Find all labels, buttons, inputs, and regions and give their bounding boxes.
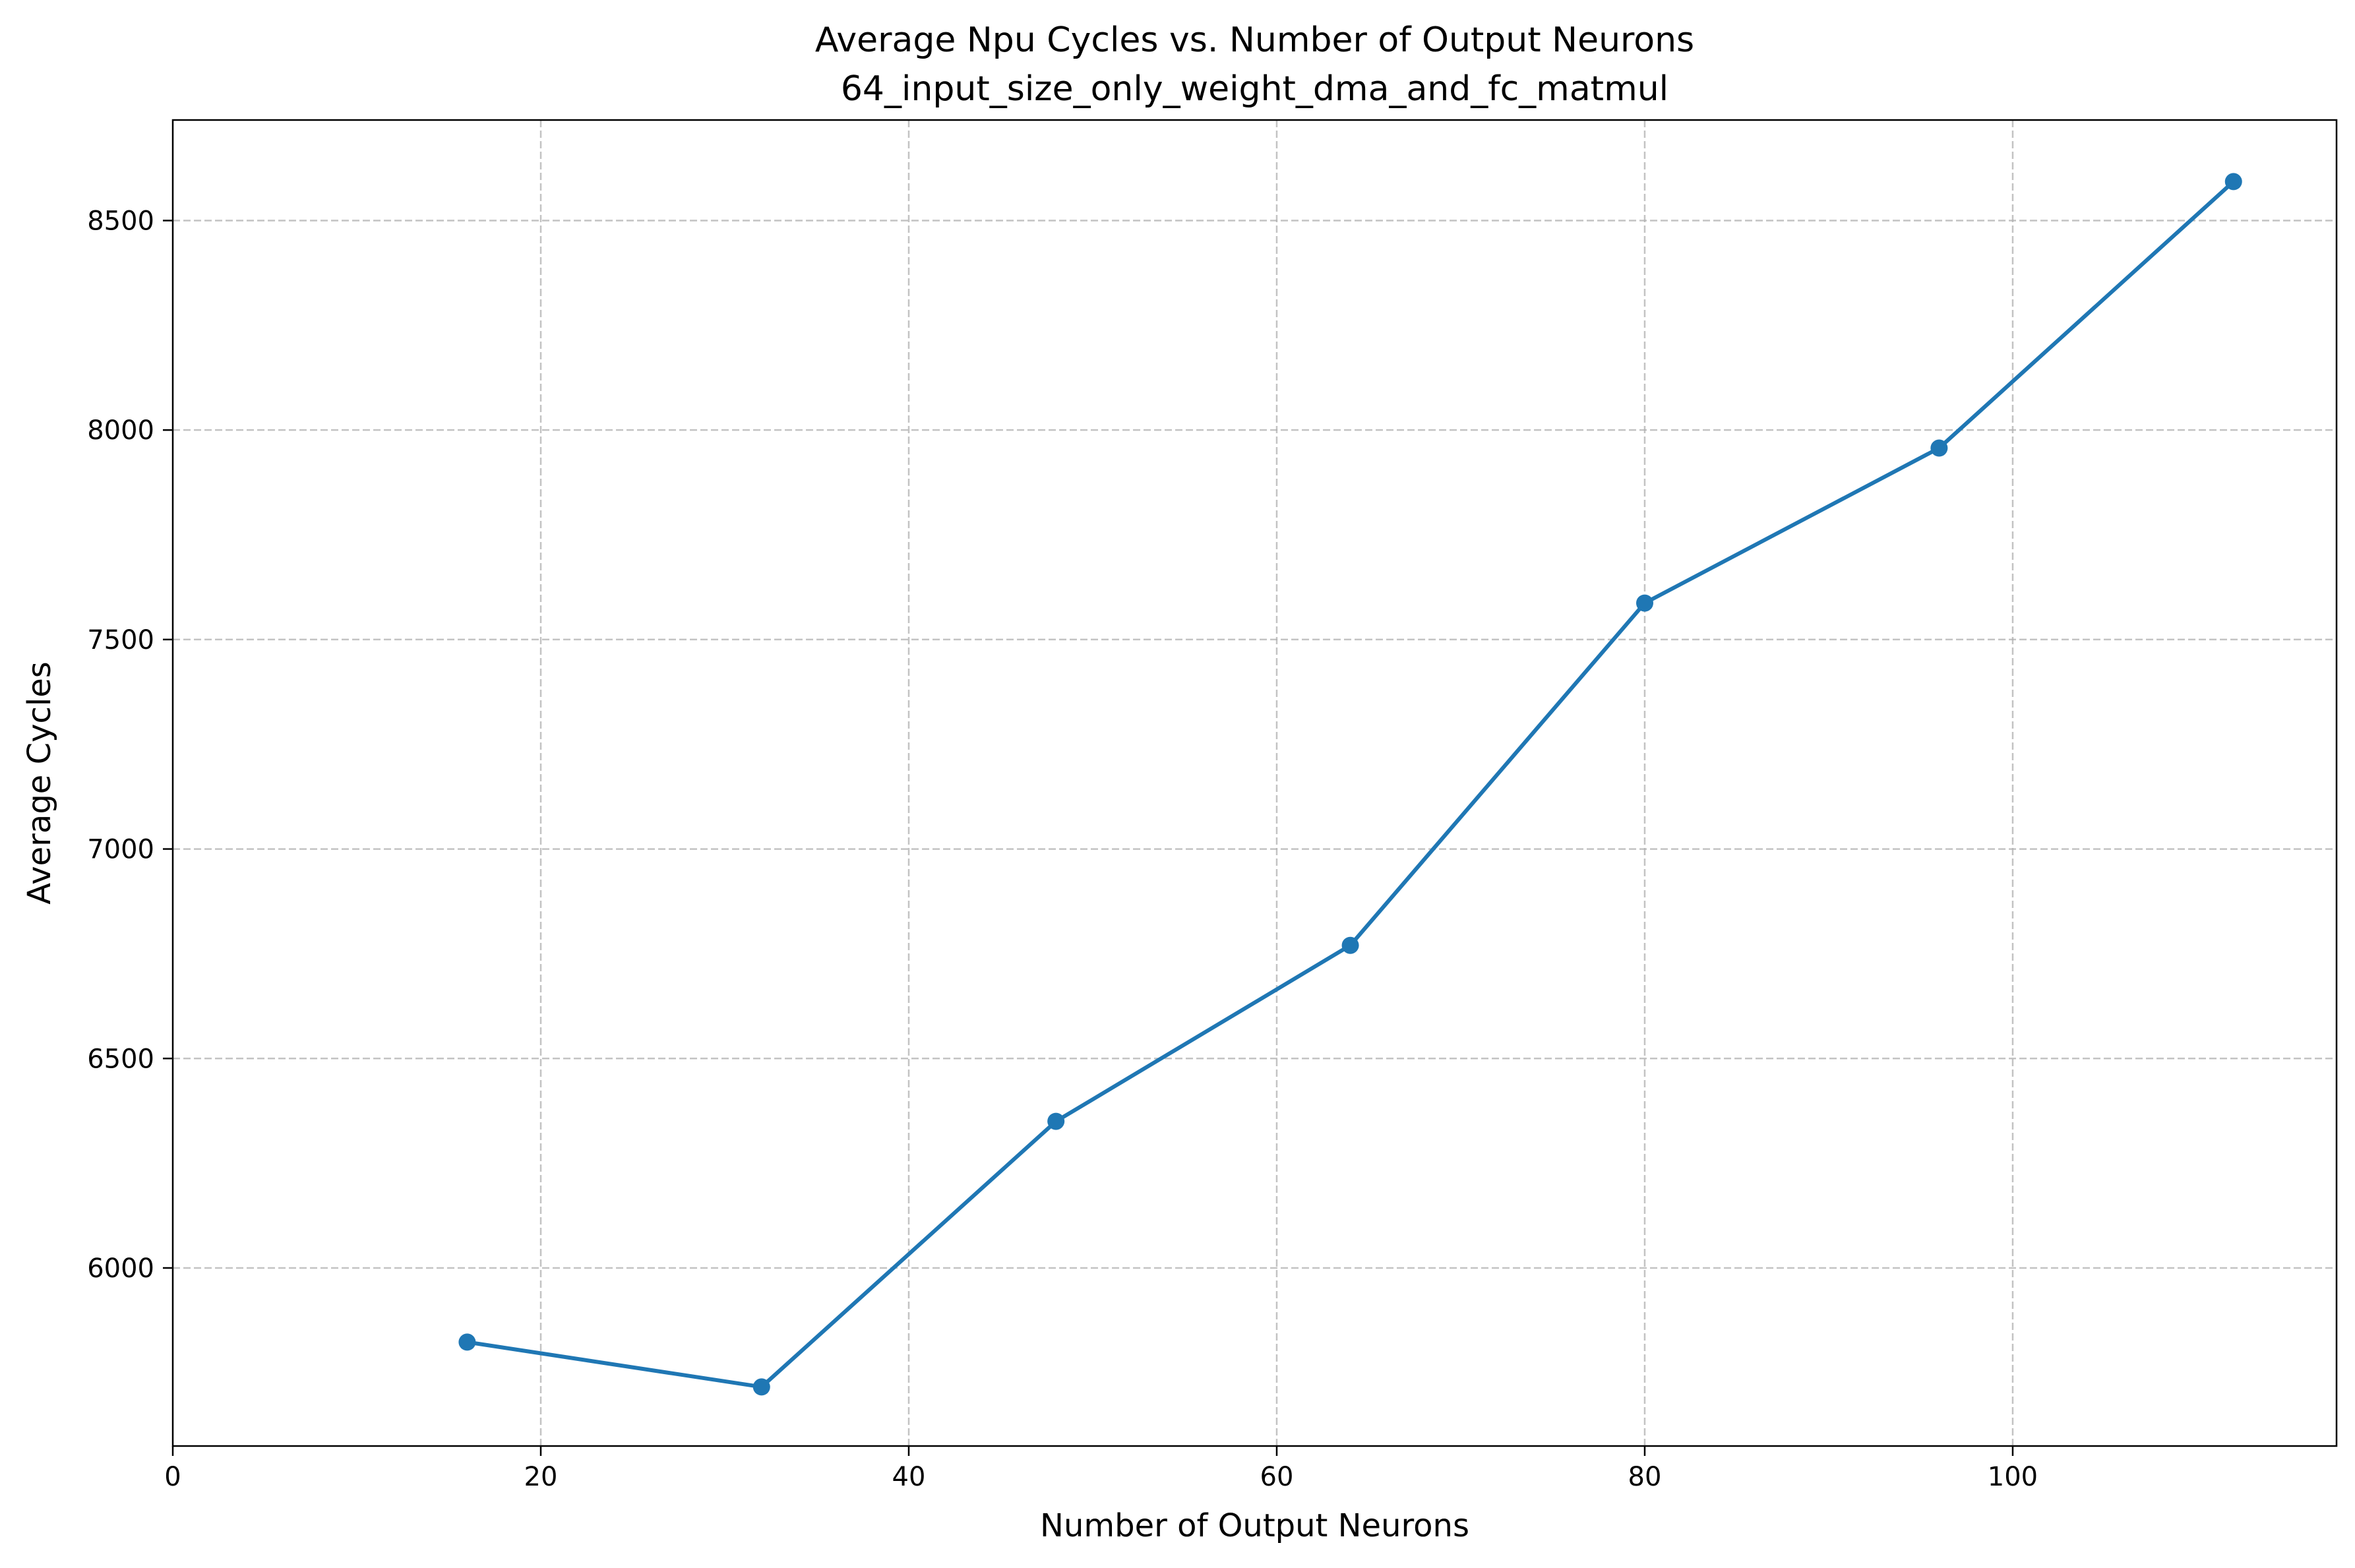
data-point xyxy=(1930,439,1948,457)
y-tick-label: 7500 xyxy=(87,625,154,655)
chart-subtitle: 64_input_size_only_weight_dma_and_fc_mat… xyxy=(841,69,1668,109)
y-tick-label: 8000 xyxy=(87,415,154,446)
y-tick-label: 6500 xyxy=(87,1044,154,1074)
data-point xyxy=(1047,1112,1065,1130)
tick-layer: 0 20 40 60 80 100 6000 6500 7000 7500 8000 8500 xyxy=(87,206,2038,1492)
data-point xyxy=(458,1333,476,1351)
x-tick-label: 40 xyxy=(892,1462,926,1492)
y-tick-label: 8500 xyxy=(87,206,154,236)
y-tick-label: 6000 xyxy=(87,1253,154,1284)
x-tick-label: 80 xyxy=(1628,1462,1662,1492)
x-tick-label: 0 xyxy=(164,1462,181,1492)
x-tick-label: 60 xyxy=(1260,1462,1294,1492)
y-axis-label: Average Cycles xyxy=(21,661,58,905)
x-axis-label: Number of Output Neurons xyxy=(1040,1507,1469,1544)
data-point xyxy=(752,1378,770,1396)
grid-layer xyxy=(173,120,2337,1446)
series-layer xyxy=(458,173,2242,1396)
data-point xyxy=(2224,173,2242,191)
x-tick-label: 100 xyxy=(1988,1462,2038,1492)
x-tick-label: 20 xyxy=(524,1462,558,1492)
series-line xyxy=(465,179,2236,1389)
data-point xyxy=(1636,594,1653,612)
axes-frame xyxy=(171,119,2338,1447)
chart-title: Average Npu Cycles vs. Number of Output … xyxy=(815,20,1694,60)
data-point xyxy=(1341,936,1359,954)
y-tick-label: 7000 xyxy=(87,835,154,865)
